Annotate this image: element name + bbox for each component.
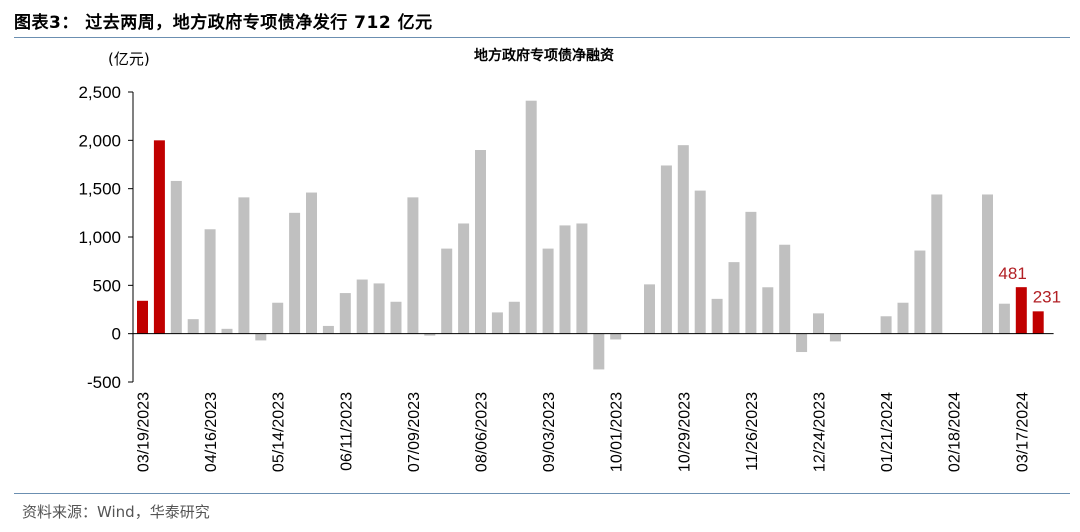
bar [1015, 287, 1027, 334]
chart-title: 地方政府专项债净融资 [474, 47, 614, 64]
bar [137, 300, 148, 334]
bar [441, 248, 453, 334]
bar [306, 192, 317, 334]
bar [356, 279, 368, 334]
bar [322, 325, 334, 334]
bar [272, 302, 284, 334]
x-tick-label: 03/17/2024 [1014, 392, 1031, 472]
x-tick-label: 09/03/2023 [541, 392, 558, 472]
bar [762, 287, 774, 334]
bar [255, 333, 267, 341]
x-tick-label: 11/26/2023 [744, 392, 761, 471]
y-axis: -500 0 500 1,000 1,500 2,000 2,500 [78, 83, 134, 392]
y-tick-label: 2,500 [78, 83, 121, 102]
x-tick-label: 12/24/2023 [812, 392, 829, 472]
x-tick-label: 06/11/2023 [338, 392, 355, 471]
bar [982, 194, 993, 334]
bar [1032, 311, 1044, 334]
x-tick-label: 01/21/2024 [879, 392, 896, 472]
bar [931, 194, 943, 334]
x-tick-label: 10/01/2023 [609, 392, 626, 472]
bar [593, 333, 605, 370]
bar [677, 145, 689, 334]
bar [170, 180, 182, 334]
bar [204, 229, 216, 334]
bar [187, 319, 199, 334]
y-tick-label: 1,000 [78, 228, 121, 247]
x-tick-label: 04/16/2023 [203, 392, 220, 472]
y-tick-label: 2,000 [78, 131, 121, 150]
bar [880, 316, 892, 334]
bar [711, 298, 723, 334]
bar [238, 197, 250, 334]
bar [373, 283, 385, 334]
bar [576, 223, 588, 334]
data-labels-group: 481 231 [998, 264, 1061, 306]
bar [542, 248, 554, 334]
bar [779, 244, 791, 334]
bar [559, 225, 571, 334]
bar [829, 333, 841, 342]
bar [508, 301, 520, 334]
bars-group [137, 100, 1044, 370]
bar [728, 262, 740, 334]
bar [390, 301, 402, 334]
x-tick-label: 08/06/2023 [474, 392, 491, 472]
y-tick-label: 1,500 [78, 180, 121, 199]
bar [491, 312, 503, 334]
bottom-divider [14, 493, 1070, 494]
bar [644, 284, 655, 334]
y-axis-unit-label: (亿元) [108, 50, 150, 68]
bar [813, 313, 824, 334]
x-tick-label: 02/18/2024 [947, 392, 964, 472]
source-note: 资料来源：Wind，华泰研究 [22, 503, 210, 521]
top-divider [14, 37, 1070, 38]
data-label: 481 [998, 264, 1026, 283]
bar [796, 333, 808, 353]
bar [694, 190, 706, 334]
bar [610, 333, 622, 340]
bar [424, 333, 436, 336]
bar [914, 250, 926, 334]
bar [289, 212, 301, 334]
bar [897, 302, 909, 334]
x-tick-label: 07/09/2023 [406, 392, 423, 472]
x-tick-label: 05/14/2023 [271, 392, 288, 472]
bar [745, 211, 757, 334]
figure-title: 图表3： 过去两周，地方政府专项债净发行 712 亿元 [14, 13, 433, 33]
bar [407, 197, 419, 334]
y-tick-label: -500 [87, 373, 121, 392]
bar [998, 303, 1010, 334]
x-tick-label: 10/29/2023 [676, 392, 693, 472]
data-label: 231 [1033, 287, 1061, 306]
y-tick-label: 0 [112, 325, 121, 344]
y-tick-label: 500 [93, 276, 121, 295]
bar [153, 140, 165, 334]
x-tick-label: 03/19/2023 [136, 392, 153, 472]
bar [339, 293, 351, 334]
bar [660, 165, 672, 334]
x-axis: 03/19/2023 04/16/2023 05/14/2023 06/11/2023… [133, 333, 1054, 472]
bar [475, 150, 486, 334]
bar [221, 328, 233, 334]
bar [525, 100, 537, 334]
bar [458, 223, 470, 334]
